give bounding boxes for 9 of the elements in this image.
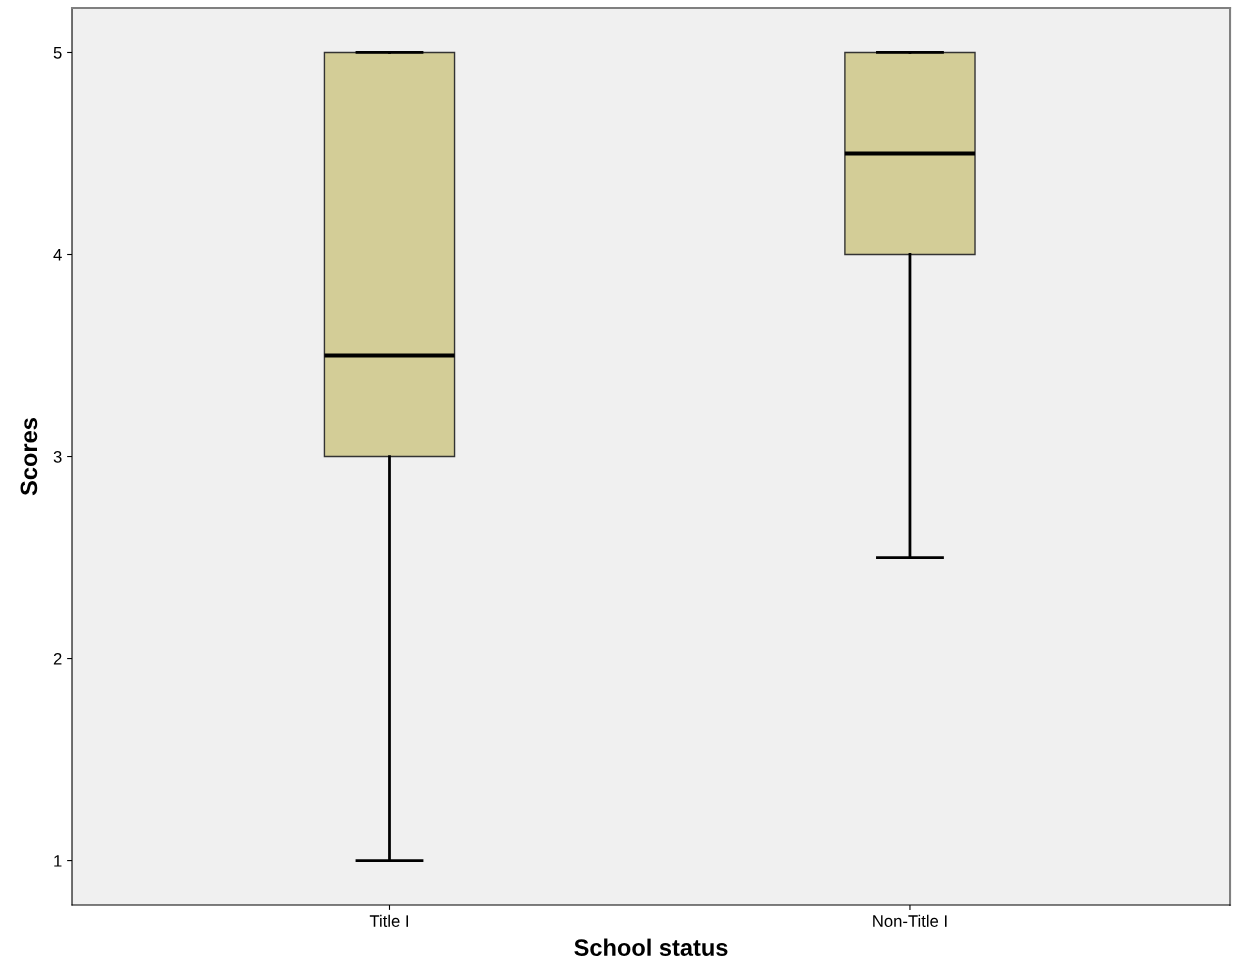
y-tick-label: 4 [53, 249, 62, 261]
x-axis-title: School status [574, 938, 728, 956]
y-tick-label: 3 [53, 450, 62, 463]
y-tick-label: 2 [53, 652, 62, 665]
y-tick-label: 5 [53, 47, 62, 59]
y-tick-label: 1 [54, 855, 62, 867]
x-tick-label: Title I [369, 914, 409, 927]
y-axis-title: Scores [20, 418, 38, 496]
x-tick-label: Non-Title I [873, 914, 947, 927]
